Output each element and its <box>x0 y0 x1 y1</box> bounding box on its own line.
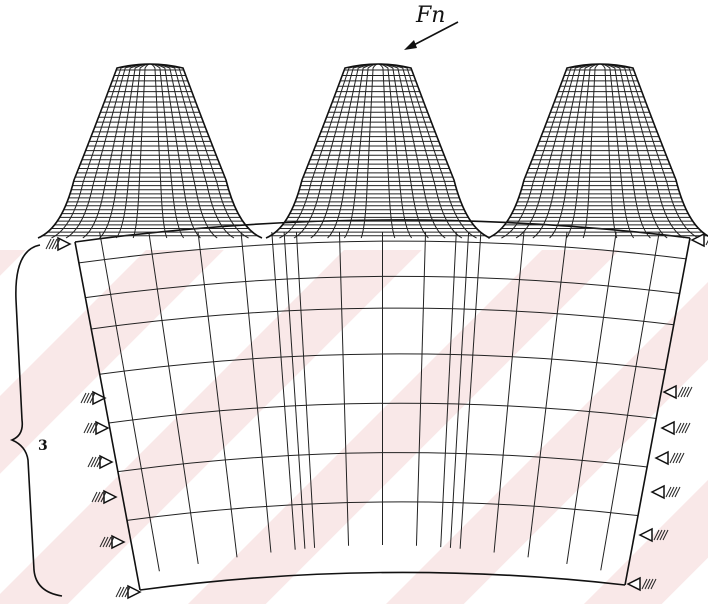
page: {"labels": {"force": "Fn", "dimension": … <box>0 0 708 604</box>
arrow-head <box>404 40 417 50</box>
force-label: Fn <box>415 3 445 28</box>
dimension-label: 3 <box>38 438 48 454</box>
gear-mesh-figure: Fn 3 <box>0 0 708 604</box>
